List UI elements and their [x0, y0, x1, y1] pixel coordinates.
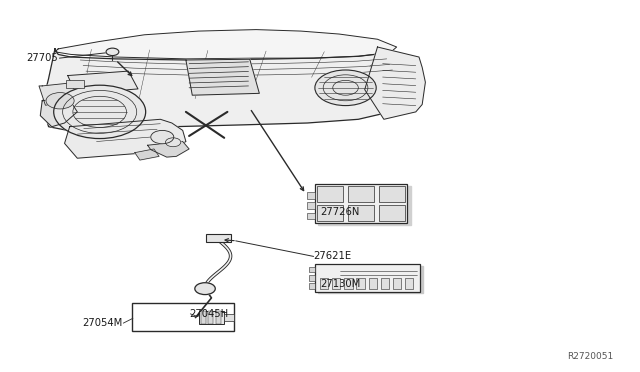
Circle shape: [106, 48, 119, 55]
Text: 27705: 27705: [26, 53, 58, 63]
Bar: [315, 184, 408, 223]
Polygon shape: [42, 49, 419, 131]
Bar: [216, 311, 221, 324]
Bar: [224, 314, 234, 321]
Bar: [198, 311, 224, 324]
Polygon shape: [39, 82, 84, 105]
Bar: [307, 213, 315, 219]
Bar: [315, 264, 420, 292]
Bar: [317, 186, 343, 202]
Polygon shape: [55, 30, 397, 59]
Bar: [356, 278, 365, 289]
Bar: [132, 303, 234, 331]
Bar: [308, 267, 315, 272]
Polygon shape: [186, 59, 259, 95]
Bar: [67, 80, 84, 88]
Bar: [318, 266, 424, 294]
Bar: [308, 283, 315, 289]
Polygon shape: [365, 47, 426, 119]
Text: 27054M: 27054M: [82, 318, 122, 328]
Bar: [379, 186, 405, 202]
Bar: [369, 278, 377, 289]
Bar: [208, 311, 213, 324]
Bar: [405, 278, 413, 289]
Circle shape: [166, 138, 180, 147]
Polygon shape: [148, 141, 189, 157]
Bar: [381, 278, 389, 289]
Bar: [307, 202, 315, 209]
Bar: [320, 278, 328, 289]
Circle shape: [195, 283, 215, 295]
Circle shape: [46, 93, 74, 109]
Bar: [307, 192, 315, 199]
Bar: [348, 205, 374, 221]
Bar: [348, 186, 374, 202]
Text: 27621E: 27621E: [314, 251, 352, 262]
Polygon shape: [135, 149, 159, 160]
Polygon shape: [68, 71, 138, 94]
Bar: [200, 311, 205, 324]
Bar: [344, 278, 353, 289]
Bar: [206, 234, 230, 242]
Text: 27130M: 27130M: [320, 279, 360, 289]
Text: R2720051: R2720051: [568, 352, 614, 361]
Text: 27726N: 27726N: [320, 207, 360, 217]
Circle shape: [54, 85, 146, 138]
Bar: [317, 205, 343, 221]
Bar: [318, 186, 411, 225]
Polygon shape: [40, 97, 77, 127]
Bar: [393, 278, 401, 289]
Bar: [379, 205, 405, 221]
Bar: [332, 278, 340, 289]
Polygon shape: [65, 119, 186, 158]
Circle shape: [151, 131, 173, 144]
Bar: [308, 275, 315, 280]
Circle shape: [315, 70, 376, 106]
Text: 27045H: 27045H: [189, 309, 228, 319]
